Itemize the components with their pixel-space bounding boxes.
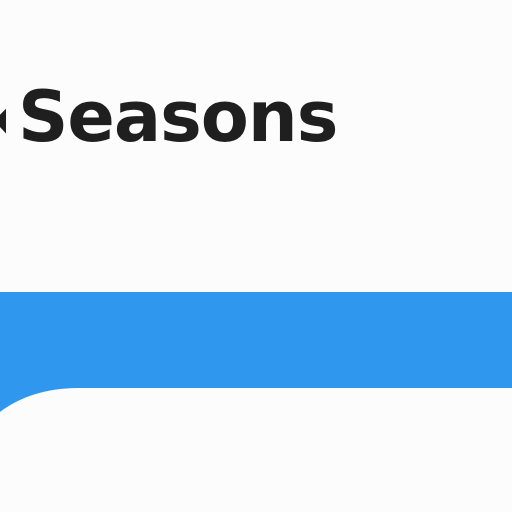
title-clip: kSeasons xyxy=(0,72,338,162)
page-title: kSeasons xyxy=(0,72,512,162)
title-fragment: k xyxy=(0,72,6,162)
blue-banner-shape xyxy=(0,292,512,412)
blue-banner xyxy=(0,292,512,412)
title-text: Seasons xyxy=(18,76,338,158)
